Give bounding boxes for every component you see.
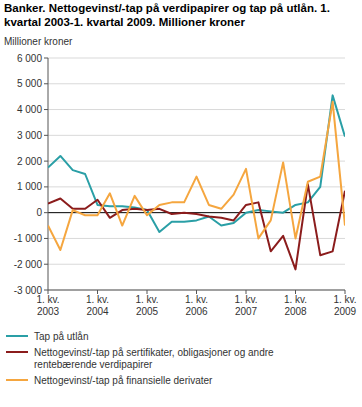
text-line: 1. kv. bbox=[234, 294, 257, 305]
plot-area bbox=[48, 95, 345, 269]
grid-line bbox=[48, 264, 345, 265]
x-tick-label: 1. kv.2005 bbox=[135, 294, 158, 317]
text-line: 2007 bbox=[235, 306, 258, 317]
legend-swatch bbox=[6, 351, 28, 353]
y-tick bbox=[44, 83, 48, 84]
x-tick-label: 1. kv.2009 bbox=[333, 294, 356, 317]
grid-line bbox=[48, 58, 345, 59]
legend-label: Nettogevinst/-tap på finansielle derivat… bbox=[34, 375, 213, 386]
text-line: 2004 bbox=[86, 306, 109, 317]
y-tick-label: 4 000 bbox=[17, 104, 42, 115]
grid-line bbox=[48, 186, 345, 187]
text-line: Banker. Nettogevinst/-tap på verdipapire… bbox=[4, 2, 330, 14]
text-line: 1. kv. bbox=[135, 294, 158, 305]
text-line: Nettogevinst/-tap på sertifikater, oblig… bbox=[34, 347, 274, 358]
y-axis-label: Millioner kroner bbox=[4, 36, 73, 47]
grid-line bbox=[48, 161, 345, 162]
y-tick-label: 6 000 bbox=[17, 53, 42, 64]
y-tick-label: 0 bbox=[36, 207, 42, 218]
x-tick-label: 1. kv.2004 bbox=[86, 294, 109, 317]
text-line: 1. kv. bbox=[86, 294, 109, 305]
y-tick bbox=[44, 290, 48, 291]
text-line: 2006 bbox=[185, 306, 208, 317]
y-tick-label: 2 000 bbox=[17, 156, 42, 167]
legend-label: Tap på utlån bbox=[34, 331, 89, 342]
grid-line bbox=[48, 83, 345, 84]
y-tick-label: -2 000 bbox=[14, 259, 43, 270]
y-tick bbox=[44, 135, 48, 136]
series-line bbox=[48, 184, 345, 269]
y-tick bbox=[44, 212, 48, 213]
y-tick-label: -1 000 bbox=[14, 233, 43, 244]
text-line: 1. kv. bbox=[36, 294, 59, 305]
text-line: Nettogevinst/-tap på finansielle derivat… bbox=[34, 375, 213, 386]
y-tick-label: 3 000 bbox=[17, 130, 42, 141]
y-tick-label: 1 000 bbox=[17, 181, 42, 192]
legend-swatch bbox=[6, 379, 28, 381]
text-line: 2005 bbox=[136, 306, 159, 317]
y-tick bbox=[44, 264, 48, 265]
y-tick bbox=[44, 109, 48, 110]
y-tick-label: 5 000 bbox=[17, 78, 42, 89]
y-tick bbox=[44, 238, 48, 239]
text-line: 2003 bbox=[37, 306, 60, 317]
y-axis bbox=[48, 58, 49, 290]
y-tick bbox=[44, 58, 48, 59]
x-tick-label: 1. kv.2008 bbox=[284, 294, 307, 317]
y-tick bbox=[44, 161, 48, 162]
text-line: 2008 bbox=[284, 306, 307, 317]
text-line: Tap på utlån bbox=[34, 331, 89, 342]
text-line: 1. kv. bbox=[185, 294, 208, 305]
text-line: kvartal 2003-1. kvartal 2009. Millioner … bbox=[4, 16, 246, 28]
grid-line bbox=[48, 109, 345, 110]
text-line: 2009 bbox=[334, 306, 357, 317]
series-line bbox=[48, 102, 345, 250]
title: Banker. Nettogevinst/-tap på verdipapire… bbox=[4, 2, 330, 28]
legend-label: Nettogevinst/-tap på sertifikater, oblig… bbox=[34, 347, 274, 370]
legend-swatch bbox=[6, 335, 28, 337]
text-line: 1. kv. bbox=[333, 294, 356, 305]
text-line: rentebærende verdipapirer bbox=[34, 359, 153, 370]
x-tick-label: 1. kv.2003 bbox=[36, 294, 59, 317]
x-tick-label: 1. kv.2006 bbox=[185, 294, 208, 317]
grid-line bbox=[48, 135, 345, 136]
chart: Banker. Nettogevinst/-tap på verdipapire… bbox=[0, 0, 362, 407]
x-tick-label: 1. kv.2007 bbox=[234, 294, 257, 317]
text-line: 1. kv. bbox=[284, 294, 307, 305]
y-tick bbox=[44, 186, 48, 187]
